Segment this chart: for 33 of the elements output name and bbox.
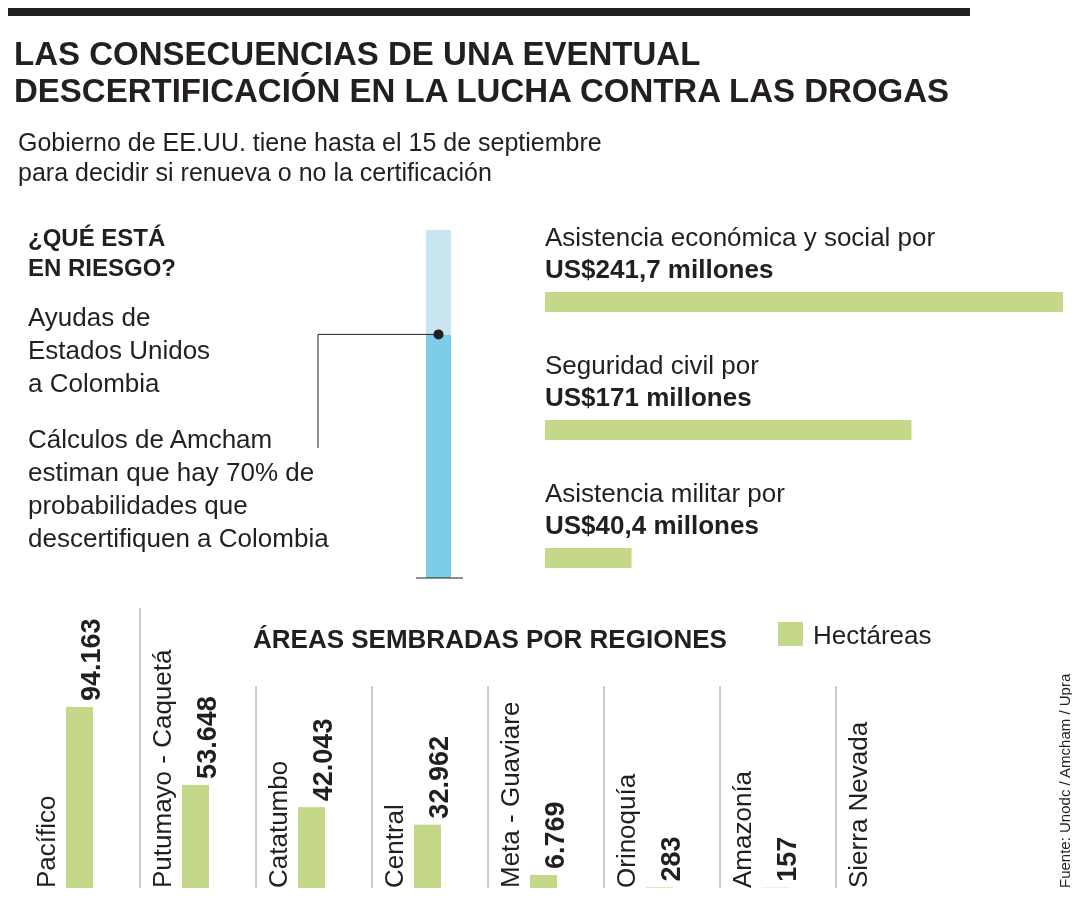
text: Ayudas de Estados Unidos a Colombia [28,302,211,398]
bar [530,874,557,888]
text: Cálculos de Amcham estiman que hay 70% de probabilidades que descertifiquen a Colombia [28,424,330,553]
bar [182,784,209,888]
bar [414,824,441,888]
bar [298,807,325,888]
x-tick-label: Amazonía [727,770,757,888]
y-tick-label: Asistencia militar por [545,478,786,508]
x-tick-label: Pacífico [31,795,61,888]
x-tick-label: Central [379,804,409,888]
data-label: 94.163 [76,618,106,701]
data-label: 283 [656,836,686,882]
text: ¿QUÉ ESTÁ EN RIESGO? [28,224,177,281]
chart-title: ÁREAS SEMBRADAS POR REGIONES [253,624,727,654]
chart-title: LAS CONSECUENCIAS DE UNA EVENTUAL DESCERTIFICACIÓN EN LA LUCHA CONTRA LAS DROGAS [14,35,949,109]
data-label: US$241,7 millones [545,254,774,284]
chart-subtitle: Gobierno de EE.UU. tiene hasta el 15 de septiembre para decidir si renueva o no la certificación [18,128,602,186]
x-tick-label: Meta - Guaviare [495,701,525,888]
x-tick-label: Catatumbo [263,760,293,888]
y-tick-label: Seguridad civil por [545,350,760,380]
legend-label: Hectáreas [813,620,932,650]
bar [66,707,93,888]
data-label: US$40,4 millones [545,510,759,540]
data-label: 32.962 [424,736,454,819]
x-tick-label: Orinoquía [611,773,641,888]
x-tick-label: Sierra Nevada [843,721,873,888]
data-label: 6.769 [540,801,570,869]
data-label: US$171 millones [545,382,752,412]
x-tick-label: Putumayo - Caquetá [147,648,177,888]
data-label: 42.043 [308,718,338,802]
data-label: 53.648 [192,696,222,779]
data-label: 157 [772,836,802,882]
y-tick-label: Asistencia económica y social por [545,222,936,252]
